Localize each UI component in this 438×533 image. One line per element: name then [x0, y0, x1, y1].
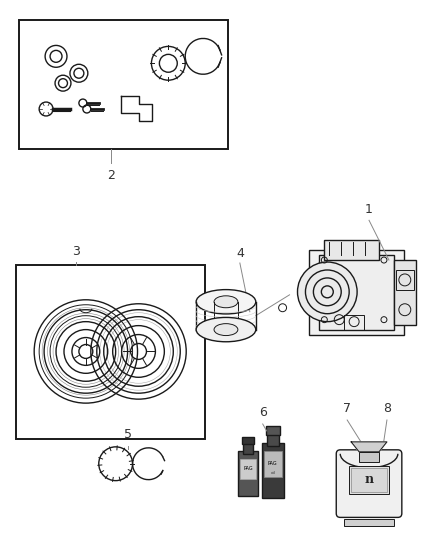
Text: 5: 5	[124, 428, 131, 441]
Bar	[324, 240, 379, 260]
Ellipse shape	[196, 289, 256, 314]
Bar	[309, 250, 404, 335]
Text: 2: 2	[107, 168, 115, 182]
Circle shape	[297, 262, 357, 321]
Bar	[16, 265, 205, 439]
Bar	[262, 443, 283, 497]
Bar	[396, 270, 414, 290]
Bar	[267, 433, 279, 446]
Text: PAG: PAG	[243, 466, 253, 471]
Bar	[238, 451, 258, 496]
Bar	[351, 468, 387, 491]
Text: 4: 4	[236, 247, 244, 260]
Bar	[264, 451, 282, 477]
Bar	[240, 459, 256, 479]
Text: 1: 1	[365, 203, 373, 216]
Bar	[266, 426, 279, 435]
Text: n: n	[364, 473, 374, 486]
Text: 3: 3	[72, 245, 80, 258]
Text: PAG: PAG	[268, 461, 277, 466]
Ellipse shape	[214, 296, 238, 308]
Ellipse shape	[196, 318, 256, 342]
Bar	[359, 452, 379, 462]
Text: 8: 8	[383, 402, 391, 415]
Bar	[344, 519, 394, 527]
Bar	[344, 314, 364, 329]
Bar	[349, 466, 389, 494]
Ellipse shape	[214, 324, 238, 336]
FancyBboxPatch shape	[336, 450, 402, 518]
Text: 7: 7	[343, 402, 351, 415]
Bar	[242, 437, 254, 444]
Bar	[243, 442, 253, 454]
Text: oil: oil	[270, 471, 275, 475]
Bar	[319, 255, 394, 329]
Polygon shape	[351, 442, 387, 452]
Bar	[394, 260, 416, 325]
Bar	[19, 20, 228, 149]
Text: 6: 6	[259, 406, 267, 419]
